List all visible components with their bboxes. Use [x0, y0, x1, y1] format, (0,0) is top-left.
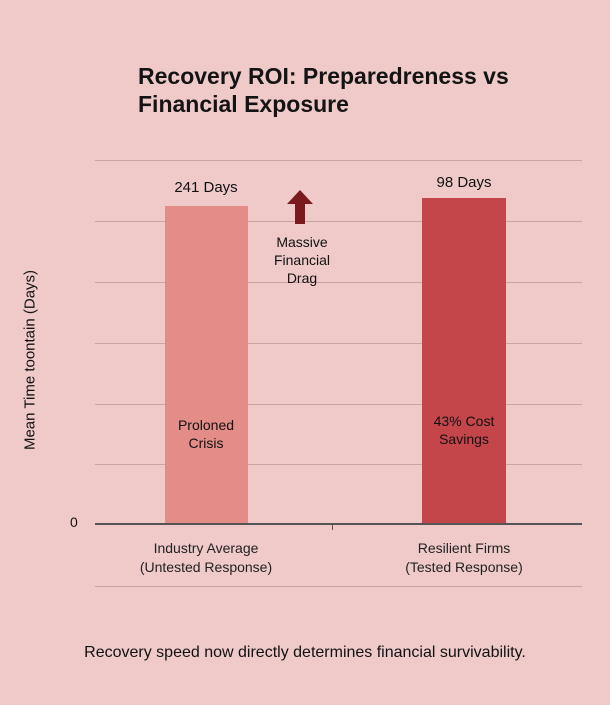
title-line-1: Recovery ROI: Preparedreness vs: [138, 63, 509, 89]
x-axis-tick: [332, 525, 333, 530]
annotation-line: Financial: [273, 252, 331, 268]
annotation-line: Proloned: [177, 417, 235, 433]
x-tick-label: Resilient Firms (Tested Response): [364, 539, 564, 577]
gridline: [95, 464, 582, 465]
gridline: [95, 404, 582, 405]
gridline: [95, 343, 582, 344]
drag-annotation: Massive Financial Drag: [252, 233, 352, 287]
footer-caption: Recovery speed now directly determines f…: [84, 644, 526, 661]
bar-resilient-firms: [422, 198, 506, 524]
data-label: 241 Days: [174, 179, 238, 196]
category-line: Industry Average: [153, 540, 259, 556]
bar-annotation: Proloned Crisis: [156, 416, 256, 452]
y-axis-label: Mean Time toontain (Days): [21, 269, 39, 451]
bar-annotation: 43% Cost Savings: [414, 412, 514, 448]
bar-industry-average: [165, 206, 248, 524]
y-tick-label: 0: [70, 514, 78, 530]
annotation-line: 43% Cost: [433, 413, 495, 429]
gridline: [95, 160, 582, 161]
x-tick-label: Industry Average (Untested Response): [106, 539, 306, 577]
category-line: (Untested Response): [139, 559, 273, 575]
data-label: 98 Days: [436, 174, 492, 191]
gridline: [95, 282, 582, 283]
annotation-line: Savings: [439, 431, 489, 447]
annotation-line: Drag: [286, 270, 318, 286]
gridline: [95, 221, 582, 222]
category-line: (Tested Response): [405, 559, 523, 575]
x-axis: [95, 523, 582, 525]
chart-title: Recovery ROI: Preparedreness vs Financia…: [138, 62, 509, 118]
title-line-2: Financial Exposure: [138, 91, 349, 117]
annotation-line: Massive: [276, 234, 328, 250]
annotation-line: Crisis: [188, 435, 224, 451]
gridline: [95, 586, 582, 587]
category-line: Resilient Firms: [417, 540, 511, 556]
arrow-up-icon: [287, 190, 313, 224]
